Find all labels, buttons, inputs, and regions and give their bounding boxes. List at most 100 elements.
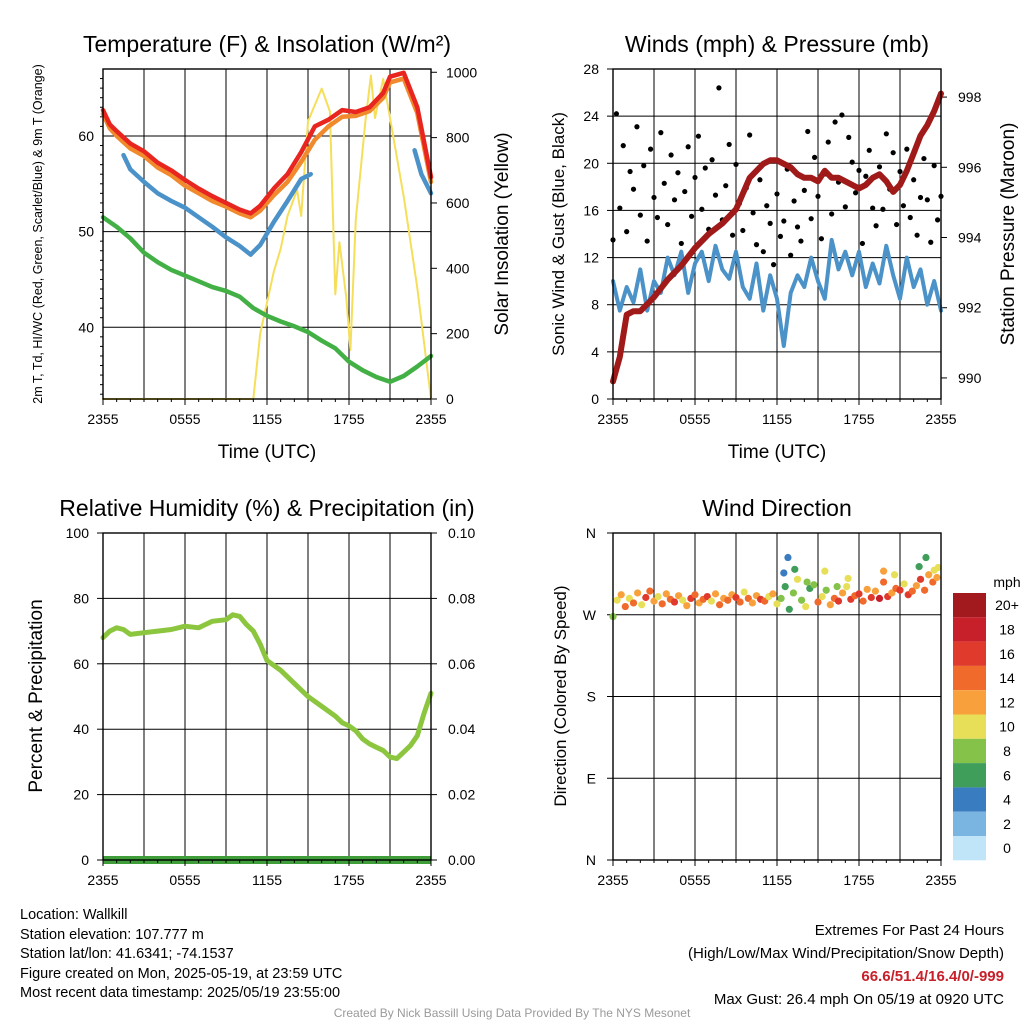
- direction-point: [867, 593, 875, 602]
- gust-point: [897, 168, 903, 175]
- series-line: [100, 76, 434, 220]
- extremes-values: 66.6/51.4/16.4/0/-999: [861, 968, 1004, 985]
- direction-point: [777, 594, 785, 603]
- gust-point: [904, 146, 910, 152]
- grid: [653, 69, 901, 399]
- gust-point: [764, 203, 770, 209]
- credit-line: Created By Nick Bassill Using Data Provi…: [333, 1006, 691, 1020]
- direction-point: [617, 591, 625, 599]
- direction-point: [658, 600, 666, 608]
- gust-point: [699, 206, 705, 212]
- direction-point: [679, 596, 687, 604]
- gust-point: [815, 193, 821, 199]
- direction-point: [933, 573, 941, 582]
- max-gust: Max Gust: 26.4 mph On 05/19 at 0920 UTC: [713, 991, 1004, 1008]
- x-tick-label: 1755: [333, 872, 364, 888]
- extremes-title: Extremes For Past 24 Hours: [814, 922, 1004, 939]
- gust-point: [757, 177, 763, 183]
- direction-point: [769, 590, 777, 598]
- x-tick-label: 2355: [925, 872, 956, 888]
- direction-point: [810, 581, 818, 589]
- y2-tick-label: 600: [446, 195, 470, 211]
- gust-point: [818, 236, 825, 242]
- gust-point: [777, 233, 784, 239]
- direction-point: [814, 598, 822, 606]
- gust-point: [617, 205, 623, 211]
- y-tick-label: 4: [591, 344, 599, 360]
- direction-point: [646, 587, 654, 595]
- y-tick-label: 28: [583, 61, 599, 77]
- y-axis-label: Percent & Precipitation: [26, 599, 47, 792]
- direction-point: [839, 589, 847, 597]
- direction-point: [789, 589, 798, 597]
- series-line: [100, 70, 434, 216]
- direction-point: [642, 593, 650, 602]
- colorbar-label: 2: [1003, 816, 1011, 832]
- colorbar-swatch: [953, 763, 986, 788]
- x-axis-label: Time (UTC): [218, 442, 317, 463]
- gust-point: [685, 144, 691, 150]
- direction-point: [871, 587, 880, 595]
- y2-tick-label: 990: [958, 370, 982, 386]
- gust-point: [750, 210, 756, 216]
- colorbar-label: 0: [1003, 840, 1011, 856]
- gust-point: [620, 143, 626, 149]
- y2-tick-label: 0: [446, 391, 454, 407]
- chart-title: Wind Direction: [702, 495, 852, 521]
- direction-point: [736, 598, 744, 606]
- gust-point: [808, 216, 814, 222]
- colorbar-label: 18: [999, 621, 1015, 637]
- speed-colorbar: mph 20+ 18 16 14 12 10 8 6 4 2 0: [953, 574, 1021, 861]
- chart-title: Temperature (F) & Insolation (W/m²): [83, 31, 451, 57]
- gust-point: [658, 130, 664, 136]
- gust-point: [798, 238, 804, 244]
- gust-point: [788, 252, 794, 258]
- direction-point: [711, 590, 720, 598]
- gust-point: [852, 190, 859, 196]
- gust-point: [870, 205, 876, 211]
- x-tick-label: 2355: [925, 411, 956, 427]
- y-tick-label: 80: [73, 590, 89, 606]
- colorbar-swatch: [953, 787, 986, 812]
- series-line: [100, 215, 434, 385]
- y-tick-label: N: [586, 852, 596, 868]
- direction-point: [890, 571, 899, 579]
- gust-point: [811, 154, 818, 160]
- gust-point: [924, 197, 930, 203]
- x-tick-label: 1155: [762, 411, 792, 427]
- gust-point: [914, 232, 920, 238]
- colorbar-swatch: [953, 690, 986, 715]
- gust-point: [651, 194, 657, 201]
- gust-point: [733, 161, 739, 168]
- direction-point: [683, 602, 691, 610]
- colorbar-swatch: [953, 641, 986, 666]
- direction-point: [716, 601, 724, 609]
- y2-axis-label: Solar Insolation (Yellow): [492, 132, 513, 335]
- extremes-subtitle: (High/Low/Max Wind/Precipitation/Snow De…: [688, 945, 1004, 962]
- direction-point: [691, 591, 699, 599]
- rh-line: [100, 612, 434, 762]
- x-tick-label: 1755: [333, 411, 364, 427]
- station-elevation: Station elevation: 107.777 m: [20, 926, 204, 943]
- y-tick-label: 0: [81, 852, 89, 868]
- x-tick-label: 0555: [169, 872, 200, 888]
- direction-point: [880, 578, 888, 586]
- colorbar-swatch: [953, 738, 986, 764]
- x-tick-label: 2355: [597, 411, 628, 427]
- direction-points: [609, 553, 942, 621]
- chart-title: Winds (mph) & Pressure (mb): [625, 31, 929, 57]
- direction-point: [859, 597, 867, 605]
- direction-point: [934, 563, 942, 572]
- direction-point: [803, 578, 811, 586]
- direction-point: [925, 571, 933, 579]
- x-tick-label: 1755: [843, 872, 874, 888]
- direction-point: [780, 569, 788, 577]
- gust-point: [829, 211, 835, 217]
- gust-point: [716, 85, 722, 91]
- x-tick-label: 2355: [415, 872, 446, 888]
- gust-points: [610, 85, 944, 268]
- direction-point: [707, 597, 716, 605]
- y-tick-label: 40: [78, 319, 94, 335]
- gust-point: [671, 197, 678, 203]
